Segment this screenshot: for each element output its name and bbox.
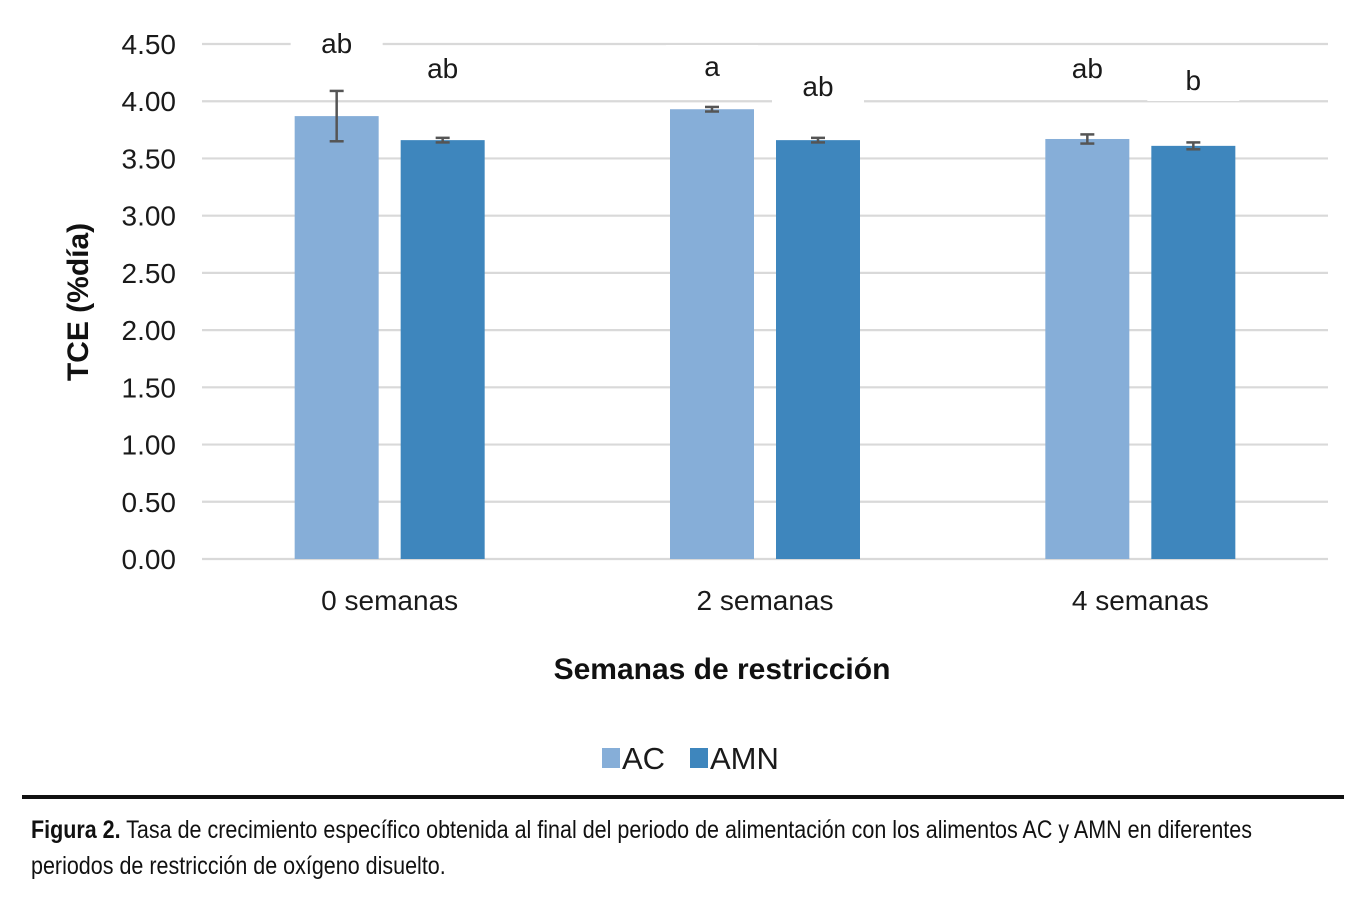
significance-label: ab bbox=[321, 28, 352, 59]
x-axis-categories: 0 semanas 2 semanas 4 semanas bbox=[321, 585, 1209, 616]
x-axis-title: Semanas de restricción bbox=[554, 653, 891, 686]
y-tick-label: 3.00 bbox=[122, 201, 177, 232]
label-backing bbox=[666, 45, 758, 87]
bars bbox=[294, 109, 1236, 559]
label-backing bbox=[1041, 47, 1134, 89]
significance-label: ab bbox=[1072, 53, 1103, 84]
significance-label: ab bbox=[802, 71, 833, 102]
caption-label: Figura 2. bbox=[31, 816, 121, 844]
x-tick-label: 0 semanas bbox=[321, 585, 458, 616]
y-tick-label: 0.00 bbox=[122, 544, 177, 575]
y-tick-label: 2.00 bbox=[122, 315, 177, 346]
y-tick-label: 2.50 bbox=[122, 258, 177, 289]
gridlines bbox=[202, 42, 1328, 561]
significance-label: ab bbox=[427, 53, 458, 84]
significance-label: b bbox=[1186, 65, 1202, 96]
y-tick-label: 4.50 bbox=[122, 29, 177, 60]
label-backing bbox=[396, 47, 489, 89]
y-tick-label: 1.50 bbox=[122, 372, 177, 403]
bar-ac bbox=[670, 109, 754, 559]
bar-ac bbox=[294, 116, 379, 559]
y-tick-label: 1.00 bbox=[122, 430, 177, 461]
y-tick-label: 4.00 bbox=[122, 86, 177, 117]
legend-label-ac: AC bbox=[622, 741, 665, 776]
figure-caption: Figura 2. Tasa de crecimiento específico… bbox=[31, 812, 1312, 884]
legend-swatch-amn bbox=[690, 748, 708, 768]
legend: AC AMN bbox=[602, 741, 779, 776]
legend-swatch-ac bbox=[602, 748, 620, 768]
label-backing bbox=[772, 65, 864, 107]
label-backing bbox=[1147, 59, 1240, 101]
y-tick-label: 0.50 bbox=[122, 487, 177, 518]
legend-label-amn: AMN bbox=[710, 741, 779, 776]
bar-amn bbox=[1151, 145, 1236, 559]
bar-amn bbox=[776, 140, 860, 559]
x-tick-label: 4 semanas bbox=[1072, 585, 1209, 616]
y-tick-label: 3.50 bbox=[122, 143, 177, 174]
caption-divider bbox=[22, 795, 1344, 799]
significance-label: a bbox=[704, 51, 720, 82]
bar-chart: 0.00 0.50 1.00 1.50 2.00 2.50 3.00 3.50 4.00 4.50… bbox=[62, 22, 1328, 776]
significance-labels: ab ab a ab ab b bbox=[290, 22, 1240, 107]
caption-text: Tasa de crecimiento específico obtenida … bbox=[31, 816, 1252, 880]
x-tick-label: 2 semanas bbox=[697, 585, 834, 616]
bar-amn bbox=[400, 140, 485, 559]
bar-ac bbox=[1045, 138, 1130, 559]
label-backing bbox=[290, 22, 383, 64]
y-axis-title: TCE (%día) bbox=[62, 223, 95, 381]
error-bars bbox=[329, 89, 1201, 151]
y-axis-ticks: 0.00 0.50 1.00 1.50 2.00 2.50 3.00 3.50 4.00 4.50 bbox=[122, 29, 177, 575]
